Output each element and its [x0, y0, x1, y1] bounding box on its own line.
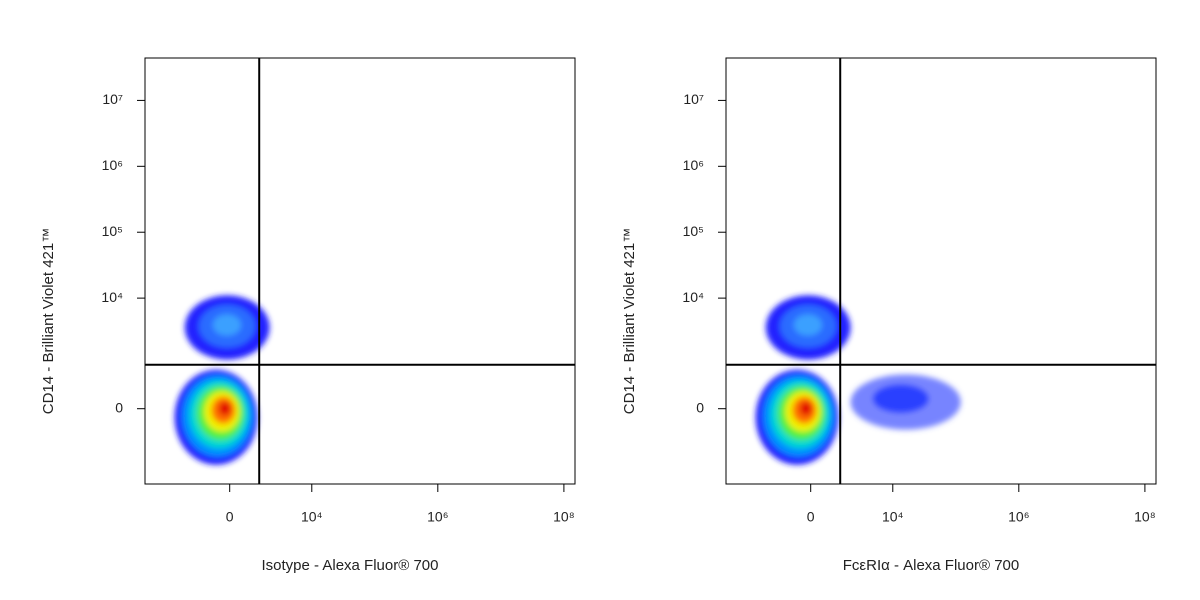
x-tick-label: 10⁸	[1134, 509, 1156, 525]
x-tick-label: 10⁴	[882, 509, 904, 525]
density-level	[799, 401, 812, 416]
x-tick-label: 10⁶	[427, 509, 448, 525]
population	[765, 295, 851, 360]
y-tick-label: 10⁴	[682, 289, 704, 305]
x-tick-label: 10⁴	[301, 509, 323, 525]
population	[850, 374, 961, 430]
y-tick-label: 0	[115, 399, 123, 415]
y-tick-label: 10⁷	[102, 91, 123, 107]
y-tick-label: 10⁵	[683, 223, 704, 239]
y-tick-label: 0	[696, 399, 704, 415]
density-level	[873, 384, 929, 413]
y-tick-label: 10⁴	[101, 289, 123, 305]
y-tick-label: 10⁷	[683, 91, 704, 107]
population	[184, 295, 270, 360]
population	[174, 369, 258, 465]
y-tick-label: 10⁵	[102, 223, 123, 239]
plot-area	[755, 295, 961, 465]
x-tick-label: 0	[807, 509, 815, 525]
plot-area	[174, 295, 270, 465]
density-level	[212, 314, 242, 336]
x-tick-label: 10⁶	[1008, 509, 1029, 525]
y-axis-label: CD14 - Brilliant Violet 421™	[40, 228, 57, 414]
y-axis-label: CD14 - Brilliant Violet 421™	[621, 228, 638, 414]
y-tick-label: 10⁶	[683, 157, 704, 173]
density-level	[218, 401, 231, 416]
x-tick-label: 0	[226, 509, 234, 525]
population	[755, 369, 839, 465]
y-tick-label: 10⁶	[102, 157, 123, 173]
plot-frame	[725, 57, 1157, 485]
density-level	[793, 314, 823, 336]
x-axis-label: FcεRIα - Alexa Fluor® 700	[843, 557, 1019, 574]
x-tick-label: 10⁸	[553, 509, 575, 525]
x-axis-label: Isotype - Alexa Fluor® 700	[262, 557, 439, 574]
plot-frame	[144, 57, 576, 485]
